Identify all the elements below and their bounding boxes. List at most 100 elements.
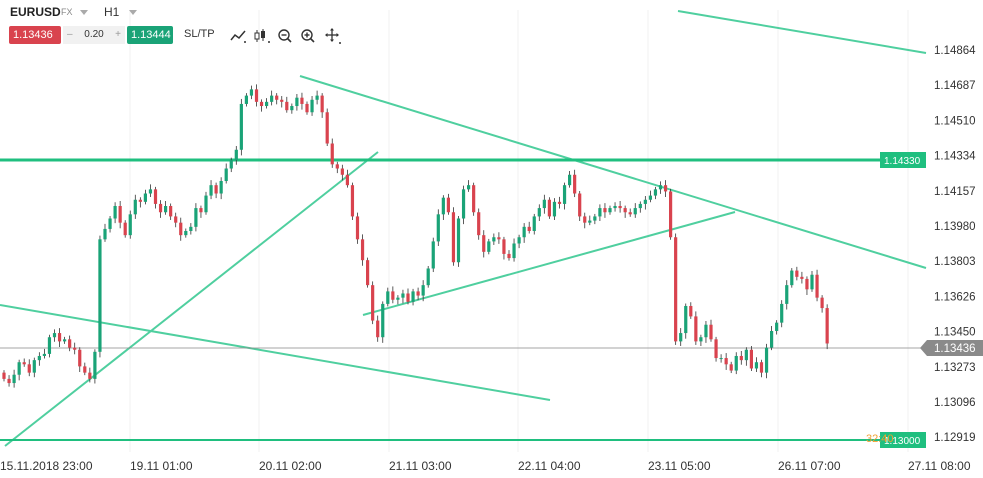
line-tool-icon[interactable] [229, 26, 247, 46]
candle [194, 203, 198, 232]
price-tick-label: 1.14157 [934, 186, 976, 198]
candle [421, 280, 425, 302]
timeframe-dropdown-icon[interactable] [129, 10, 137, 16]
candle [472, 182, 476, 216]
symbol-dropdown-icon[interactable] [80, 10, 88, 16]
candle [795, 266, 799, 281]
price-tick-label: 1.13980 [934, 221, 976, 233]
increase-lot-button[interactable]: + [115, 29, 121, 40]
price-tick-label: 1.13803 [934, 256, 976, 268]
candle [350, 182, 355, 220]
candle [280, 96, 284, 108]
candle [694, 311, 698, 345]
candle [512, 238, 516, 262]
candle [467, 180, 471, 192]
candle [573, 169, 577, 198]
candle [775, 320, 779, 335]
time-tick-label: 26.11 07:00 [778, 459, 841, 473]
trendline-descending-lower[interactable] [0, 304, 551, 401]
zoom-in-icon[interactable] [299, 26, 317, 46]
candle [153, 186, 158, 209]
candle [265, 98, 269, 109]
sell-price-button[interactable]: 1.13436 [9, 26, 61, 44]
candle [593, 213, 597, 225]
level-tag-lower[interactable]: 1.13000 [880, 432, 926, 448]
candle [366, 257, 370, 288]
candle [103, 223, 107, 242]
time-tick-label: 27.11 08:00 [908, 459, 971, 473]
candle [204, 191, 208, 215]
candle [764, 343, 769, 379]
lot-size-value[interactable]: 0.20 [84, 29, 104, 40]
time-tick-label: 22.11 04:00 [518, 459, 581, 473]
lot-size-stepper[interactable]: – 0.20 + [63, 26, 125, 44]
candle [618, 201, 622, 213]
trendline-rising-support[interactable] [362, 211, 736, 316]
price-tick-label: 1.14510 [934, 115, 976, 127]
trendlines[interactable] [0, 10, 927, 447]
candle [199, 205, 203, 218]
candle [638, 201, 642, 213]
candle [780, 300, 784, 328]
timeframe-label[interactable]: H1 [104, 5, 120, 19]
candle [93, 349, 97, 384]
candle [770, 325, 774, 351]
candle [441, 195, 445, 220]
trendline-top-right[interactable] [677, 10, 927, 54]
candle [790, 268, 794, 288]
candle [270, 90, 274, 106]
candle [219, 177, 223, 200]
candle [749, 345, 753, 371]
candle [578, 191, 582, 222]
level-tag-upper-text: 1.14330 [884, 156, 921, 167]
candle [825, 304, 829, 350]
candle [477, 208, 481, 240]
sltp-button[interactable]: SL/TP [184, 28, 215, 40]
price-tick-label: 1.12919 [934, 432, 976, 444]
symbol-label[interactable]: EURUSD [10, 5, 61, 19]
candle [88, 367, 92, 383]
candle [335, 161, 339, 174]
candle [148, 184, 153, 198]
candle [648, 190, 652, 203]
candle [431, 237, 435, 273]
candle [674, 233, 678, 345]
candle [815, 269, 819, 302]
candle [164, 201, 168, 215]
candle [411, 288, 415, 306]
candle [371, 281, 375, 325]
candle [603, 203, 607, 218]
candle [391, 286, 395, 304]
candle [547, 197, 551, 219]
candle [522, 223, 526, 243]
candle [663, 180, 668, 198]
candle [22, 358, 26, 367]
level-tag-upper[interactable]: 1.14330 [880, 152, 926, 168]
candle [598, 204, 602, 222]
candle-type-icon[interactable] [253, 26, 271, 46]
candle [229, 157, 233, 173]
candle [643, 196, 647, 210]
candle [487, 238, 491, 255]
price-axis: 1.14864 1.14687 1.14510 1.14334 1.14157 1.139… [934, 45, 976, 444]
candle [406, 288, 410, 305]
candle [820, 295, 824, 313]
crosshair-icon[interactable] [324, 26, 342, 46]
buy-price-button[interactable]: 1.13444 [127, 26, 173, 44]
candle [78, 347, 82, 373]
candle [169, 203, 173, 220]
candle [184, 228, 188, 238]
candle [744, 347, 748, 366]
zoom-out-icon[interactable] [276, 26, 294, 46]
candle [679, 328, 683, 346]
trendline-descending-main[interactable] [299, 75, 927, 269]
trendline-rising-left[interactable] [4, 151, 379, 447]
candle [108, 216, 112, 233]
candle [583, 212, 587, 229]
candle [537, 204, 541, 222]
candle [588, 215, 592, 226]
decrease-lot-button[interactable]: – [67, 29, 73, 40]
candle [98, 235, 102, 358]
